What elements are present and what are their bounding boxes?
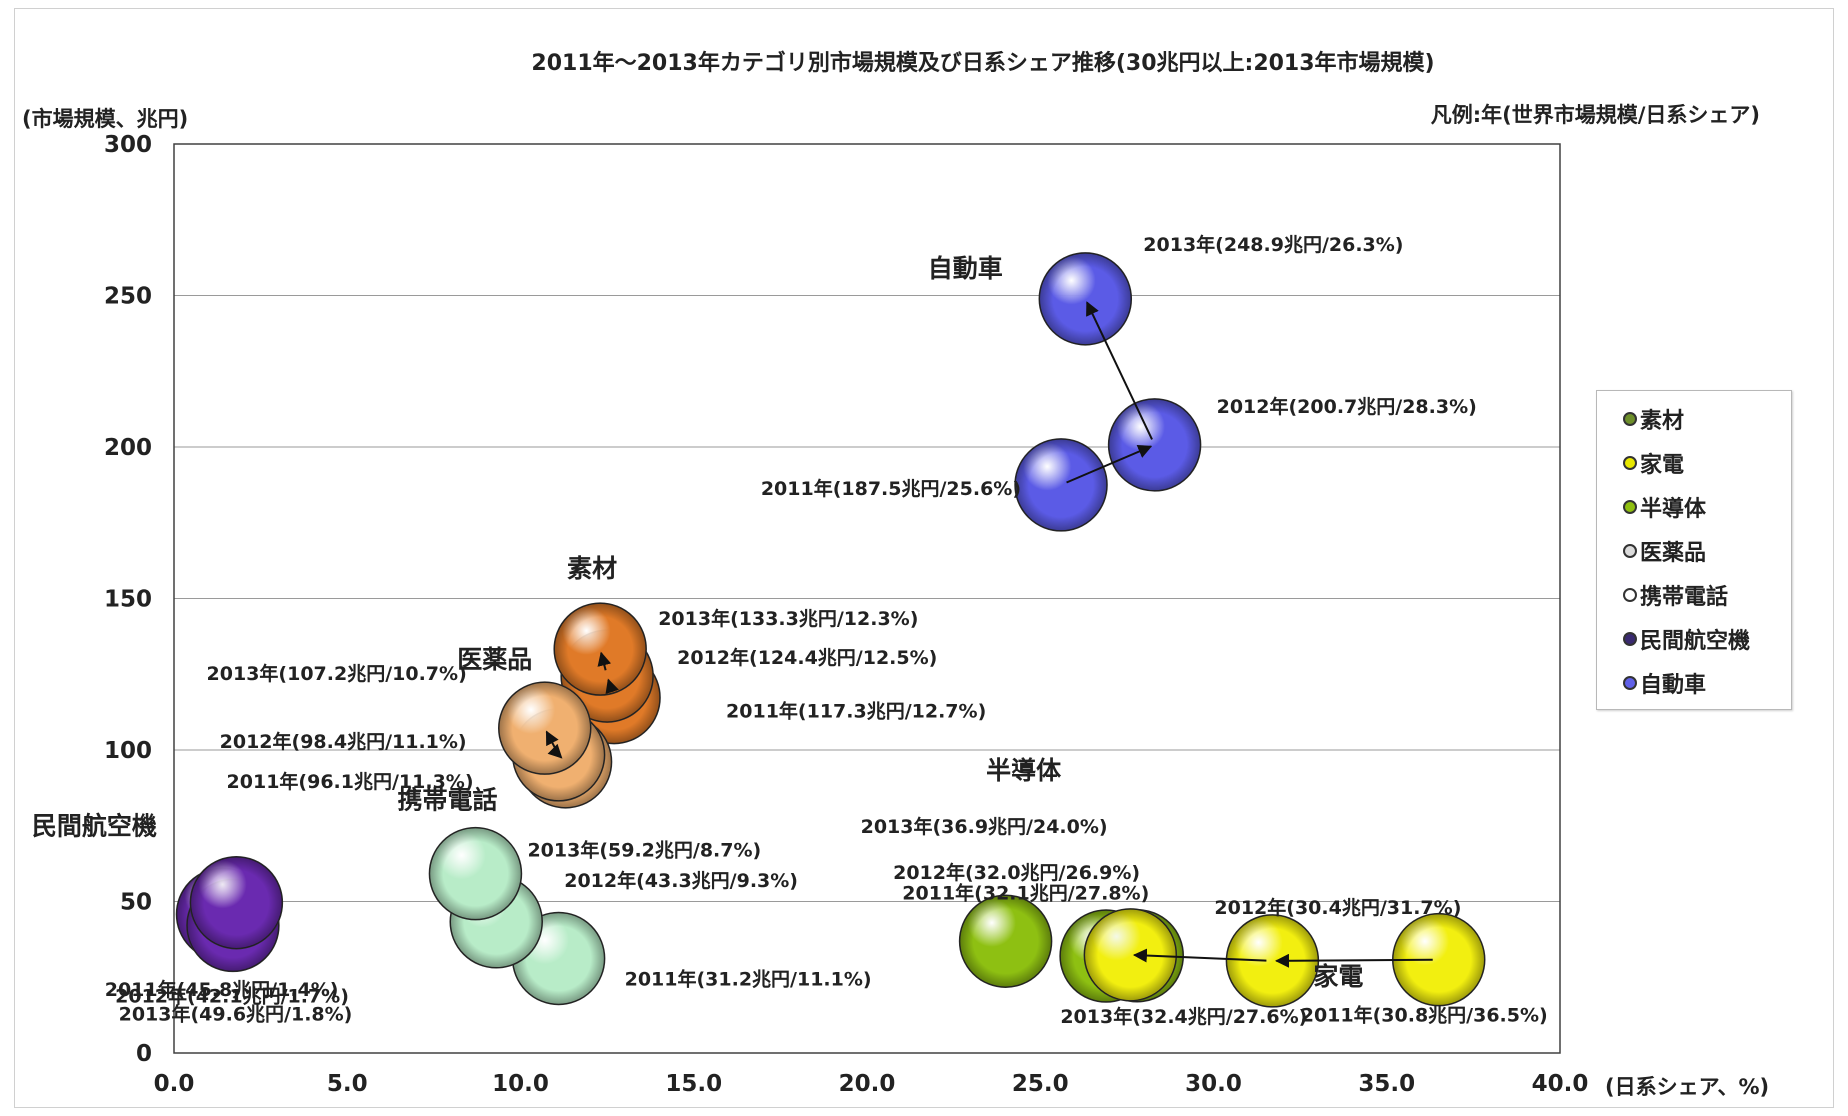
legend-swatch: [1623, 412, 1637, 426]
trend-arrow-自動車: [1066, 444, 1153, 484]
x-tick-label: 35.0: [1358, 1071, 1415, 1097]
point-label: 2012年(43.3兆円/9.3%): [564, 869, 798, 892]
point-label: 2013年(248.9兆円/26.3%): [1143, 233, 1403, 256]
series-name-label: 民間航空機: [32, 812, 157, 841]
legend-label: 携帯電話: [1640, 585, 1729, 610]
trend-arrow-素材: [605, 678, 619, 695]
bubble-shade: [1392, 913, 1485, 1006]
chart-frame: [14, 8, 1834, 1108]
y-tick-label: 50: [120, 890, 152, 916]
legend-item: 自動車: [1623, 667, 1706, 699]
y-tick-label: 100: [104, 738, 152, 764]
legend-item: 携帯電話: [1623, 579, 1728, 611]
trend-arrow-家電: [1275, 953, 1433, 968]
trend-arrow-自動車: [1086, 301, 1153, 440]
point-label: 2012年(30.4兆円/31.7%): [1214, 896, 1461, 919]
point-label: 2012年(124.4兆円/12.5%): [677, 646, 937, 669]
series-name-label: 携帯電話: [397, 786, 497, 815]
legend-swatch: [1623, 544, 1637, 558]
point-label: 2012年(32.0兆円/26.9%): [893, 861, 1140, 884]
legend-item: 医薬品: [1623, 535, 1706, 567]
legend-item: 家電: [1623, 447, 1684, 479]
trend-arrow-医薬品: [545, 730, 559, 750]
bubble-shade: [498, 682, 591, 775]
point-label: 2013年(32.4兆円/27.6%): [1060, 1005, 1307, 1028]
legend-label: 半導体: [1640, 497, 1707, 522]
trend-arrows: [545, 301, 1433, 968]
point-label: 2011年(187.5兆円/25.6%): [761, 477, 1021, 500]
series-name-label: 半導体: [986, 756, 1062, 785]
x-tick-label: 25.0: [1012, 1071, 1069, 1097]
legend-label: 民間航空機: [1640, 629, 1751, 654]
legend-note: 凡例:年(世界市場規模/日系シェア): [1431, 103, 1760, 127]
bubble-shade: [1108, 398, 1201, 491]
point-label: 2013年(107.2兆円/10.7%): [207, 662, 467, 685]
point-label: 2013年(49.6兆円/1.8%): [119, 1003, 353, 1026]
point-label: 2012年(98.4兆円/11.1%): [220, 730, 467, 753]
x-tick-labels: 0.0 5.0 10.0 15.0 20.0 25.0 30.0 35.0 40.0: [154, 1071, 1589, 1097]
point-label: 2011年(45.8兆円/1.4%): [105, 978, 339, 1001]
y-axis-label: (市場規模、兆円): [22, 107, 188, 131]
y-tick-labels: 0 50 100 150 200 250 300: [104, 132, 152, 1067]
x-tick-label: 15.0: [665, 1071, 722, 1097]
legend-label: 自動車: [1640, 673, 1707, 698]
legend-swatch: [1623, 500, 1637, 514]
point-label: 2011年(32.1兆円/27.8%): [902, 882, 1149, 905]
y-tick-label: 150: [104, 587, 152, 613]
point-label: 2011年(96.1兆円/11.3%): [227, 770, 474, 793]
legend-item: 民間航空機: [1623, 623, 1750, 655]
x-axis-label: (日系シェア、%): [1605, 1075, 1769, 1099]
trend-arrow-素材: [597, 651, 612, 671]
x-tick-label: 20.0: [839, 1071, 896, 1097]
legend-item: 素材: [1623, 403, 1684, 435]
legend: 素材家電半導体医薬品携帯電話民間航空機自動車: [1596, 390, 1792, 710]
x-tick-label: 0.0: [154, 1071, 195, 1097]
series-name-label: 家電: [1313, 962, 1363, 991]
point-label: 2013年(133.3兆円/12.3%): [658, 607, 918, 630]
point-label: 2012年(42.1兆円/1.7%): [115, 984, 349, 1007]
x-tick-label: 5.0: [327, 1071, 368, 1097]
bubbles: [175, 252, 1486, 1008]
bubble-shade: [1039, 252, 1132, 345]
series-name-label: 素材: [567, 554, 617, 583]
legend-swatch: [1623, 632, 1637, 646]
trend-arrow-家電: [1132, 948, 1267, 963]
x-tick-label: 30.0: [1185, 1071, 1242, 1097]
plot-area: [173, 143, 1561, 1054]
series-name-label: 自動車: [928, 254, 1003, 283]
point-label: 2013年(36.9兆円/24.0%): [861, 815, 1108, 838]
bubble-shade: [1015, 438, 1108, 531]
point-label: 2011年(30.8兆円/36.5%): [1301, 1004, 1548, 1027]
point-label: 2013年(59.2兆円/8.7%): [527, 839, 761, 862]
legend-label: 医薬品: [1640, 541, 1707, 566]
bubble-shade: [554, 603, 647, 696]
x-tick-label: 40.0: [1532, 1071, 1589, 1097]
bubble-shade: [429, 827, 522, 920]
y-tick-label: 200: [104, 435, 152, 461]
bubble-shade: [1226, 914, 1319, 1007]
point-label: 2011年(31.2兆円/11.1%): [625, 967, 872, 990]
bubble-shade: [959, 895, 1052, 988]
legend-label: 家電: [1640, 453, 1685, 478]
legend-swatch: [1623, 456, 1637, 470]
bubble-shade: [1084, 908, 1177, 1001]
legend-label: 素材: [1640, 409, 1685, 434]
legend-item: 半導体: [1623, 491, 1706, 523]
point-labels: 2011年(187.5兆円/25.6%) 2012年(200.7兆円/28.3%)…: [105, 233, 1548, 1028]
point-label: 2011年(117.3兆円/12.7%): [726, 700, 986, 723]
x-tick-label: 10.0: [492, 1071, 549, 1097]
chart-title: 2011年～2013年カテゴリ別市場規模及び日系シェア推移(30兆円以上:201…: [531, 50, 1434, 76]
y-tick-label: 250: [104, 284, 152, 310]
legend-swatch: [1623, 588, 1637, 602]
bubble-shade: [190, 856, 283, 949]
y-tick-label: 0: [136, 1041, 152, 1067]
point-label: 2012年(200.7兆円/28.3%): [1217, 395, 1477, 418]
grid-lines: [174, 295, 1560, 902]
legend-swatch: [1623, 676, 1637, 690]
y-tick-label: 300: [104, 132, 152, 158]
series-name-label: 医薬品: [457, 645, 532, 674]
